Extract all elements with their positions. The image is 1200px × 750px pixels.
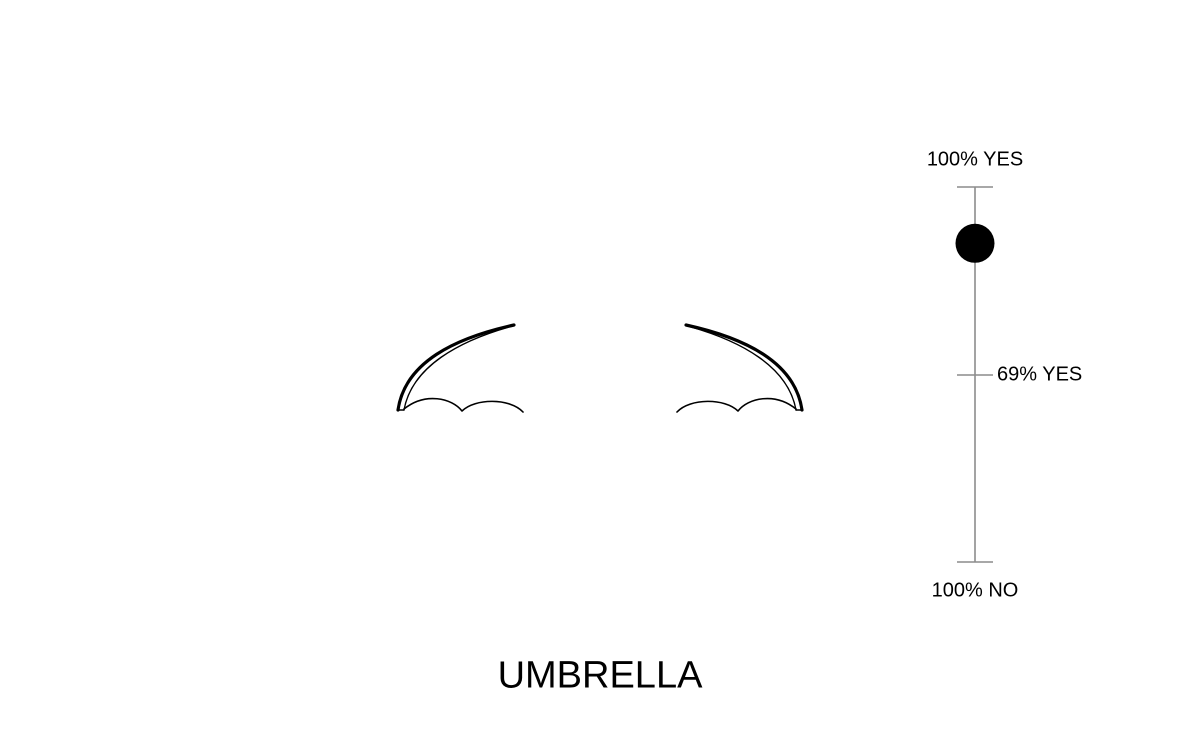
scale-top-label: 100% YES (926, 148, 1024, 171)
stimulus-word: UMBRELLA (497, 654, 703, 697)
umbrella-right-fragment-icon (676, 323, 804, 413)
umbrella-left-fragment-icon (396, 323, 524, 413)
scale-marker[interactable] (955, 223, 995, 263)
scale-bottom-label: 100% NO (931, 579, 1019, 602)
scale-middle-label: 69% YES (997, 363, 1083, 386)
rating-scale[interactable] (955, 186, 995, 563)
